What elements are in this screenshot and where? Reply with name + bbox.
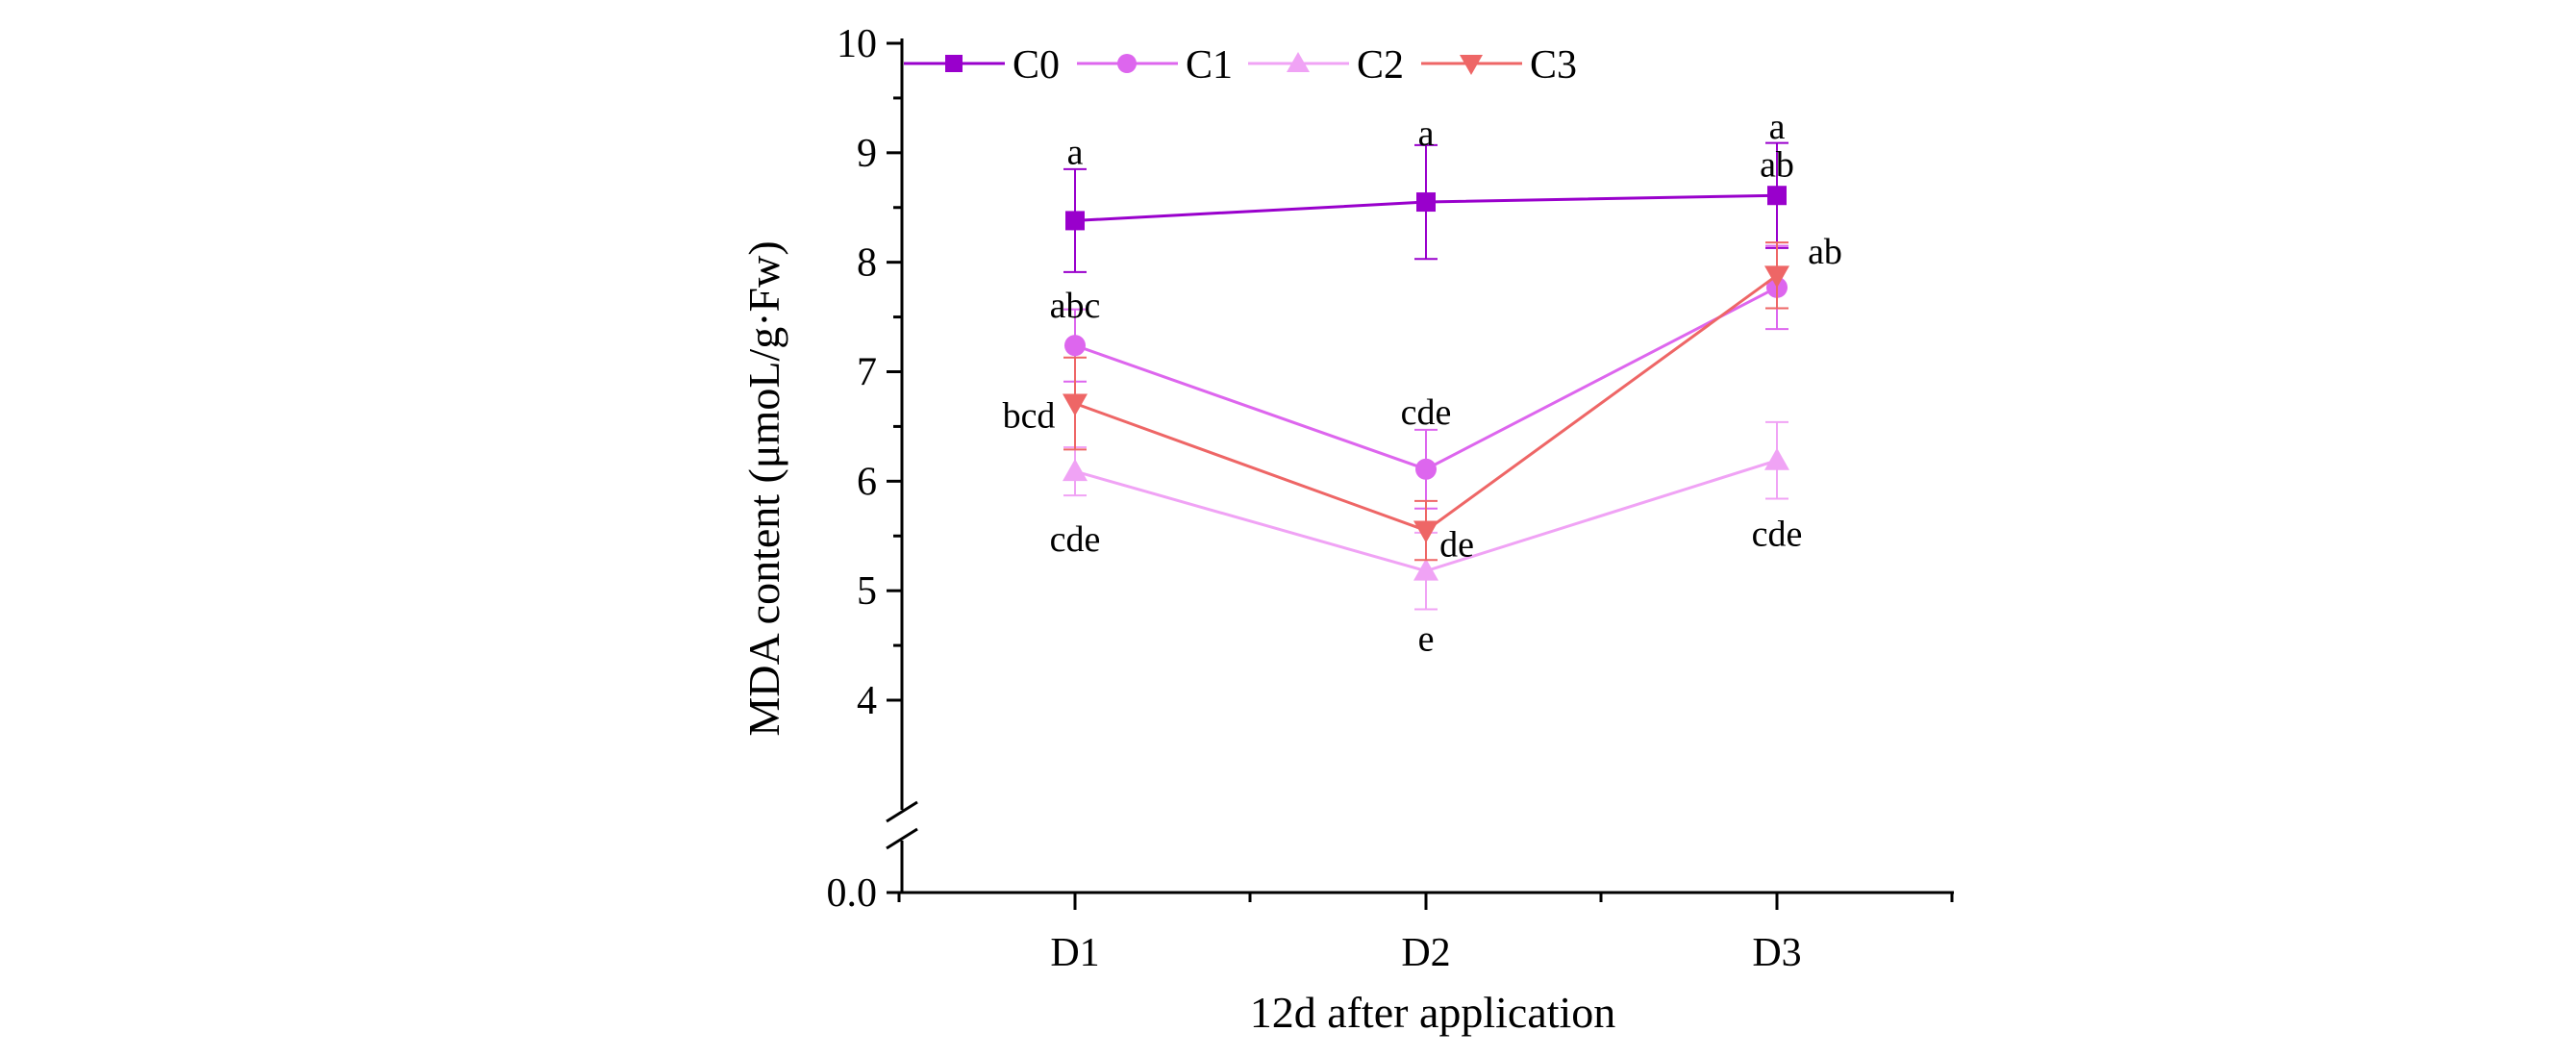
- y-tick-label: 8: [857, 241, 877, 286]
- x-tick-label: D1: [1050, 931, 1099, 975]
- data-point: [1416, 192, 1436, 213]
- significance-label: e: [1418, 619, 1435, 660]
- significance-label: de: [1439, 525, 1474, 566]
- significance-label: cde: [1752, 515, 1803, 555]
- significance-label: bcd: [1003, 396, 1056, 437]
- y-tick-label: 10: [837, 22, 877, 66]
- legend-label: C0: [1013, 43, 1060, 88]
- y-tick-label: 4: [857, 679, 877, 723]
- x-axis-title: 12d after application: [1250, 988, 1616, 1037]
- data-point: [1764, 447, 1789, 470]
- series-C2: cde e cde: [1050, 420, 1803, 660]
- legend-item-C3: C3: [1421, 43, 1577, 88]
- legend-marker: [1460, 55, 1483, 75]
- axes: 0.0 4 5 6 7 8 9 10 D1 D2 D3: [827, 22, 1954, 975]
- series-C1: abc cde ab: [1050, 232, 1842, 510]
- data-point: [1063, 459, 1088, 482]
- significance-label: a: [1418, 113, 1435, 154]
- data-point: [1064, 335, 1086, 357]
- y-axis-break-mark-2: [886, 827, 918, 850]
- y-axis-break-mark-1: [886, 800, 918, 823]
- legend-marker: [945, 55, 963, 72]
- significance-label: a: [1067, 132, 1084, 172]
- y-tick-label: 7: [857, 351, 877, 395]
- plot-series: a a a abc cde ab cde e cde bcd de ab: [1003, 107, 1842, 659]
- y-tick-label: 9: [857, 132, 877, 176]
- legend-item-C1: C1: [1077, 43, 1233, 88]
- legend-label: C2: [1357, 43, 1404, 88]
- significance-label: a: [1769, 107, 1786, 147]
- x-tick-label: D3: [1752, 931, 1801, 975]
- legend-marker: [1117, 54, 1137, 73]
- y-tick-label: 6: [857, 460, 877, 504]
- significance-label: abc: [1050, 286, 1101, 326]
- series-C3: bcd de ab: [1003, 144, 1794, 565]
- data-point: [1415, 458, 1437, 480]
- legend-item-C2: C2: [1248, 43, 1404, 88]
- data-point: [1764, 265, 1789, 289]
- data-point: [1413, 520, 1438, 543]
- legend-label: C1: [1186, 43, 1233, 88]
- data-point: [1413, 558, 1438, 581]
- significance-label: ab: [1808, 232, 1842, 272]
- data-point: [1063, 393, 1088, 416]
- data-point: [1767, 186, 1787, 206]
- legend-item-C0: C0: [904, 43, 1060, 88]
- legend-marker: [1287, 52, 1310, 72]
- significance-label: ab: [1760, 144, 1794, 185]
- y-tick-label: 5: [857, 569, 877, 614]
- legend-label: C3: [1530, 43, 1577, 88]
- data-point: [1065, 211, 1085, 231]
- x-tick-label: D2: [1401, 931, 1450, 975]
- y-axis-title: MDA content (μmoL/g·Fw): [739, 240, 788, 736]
- significance-label: cde: [1401, 392, 1452, 433]
- legend: C0 C1 C2 C3: [904, 43, 1577, 88]
- y-tick-label: 0.0: [827, 871, 878, 916]
- significance-label: cde: [1050, 519, 1101, 560]
